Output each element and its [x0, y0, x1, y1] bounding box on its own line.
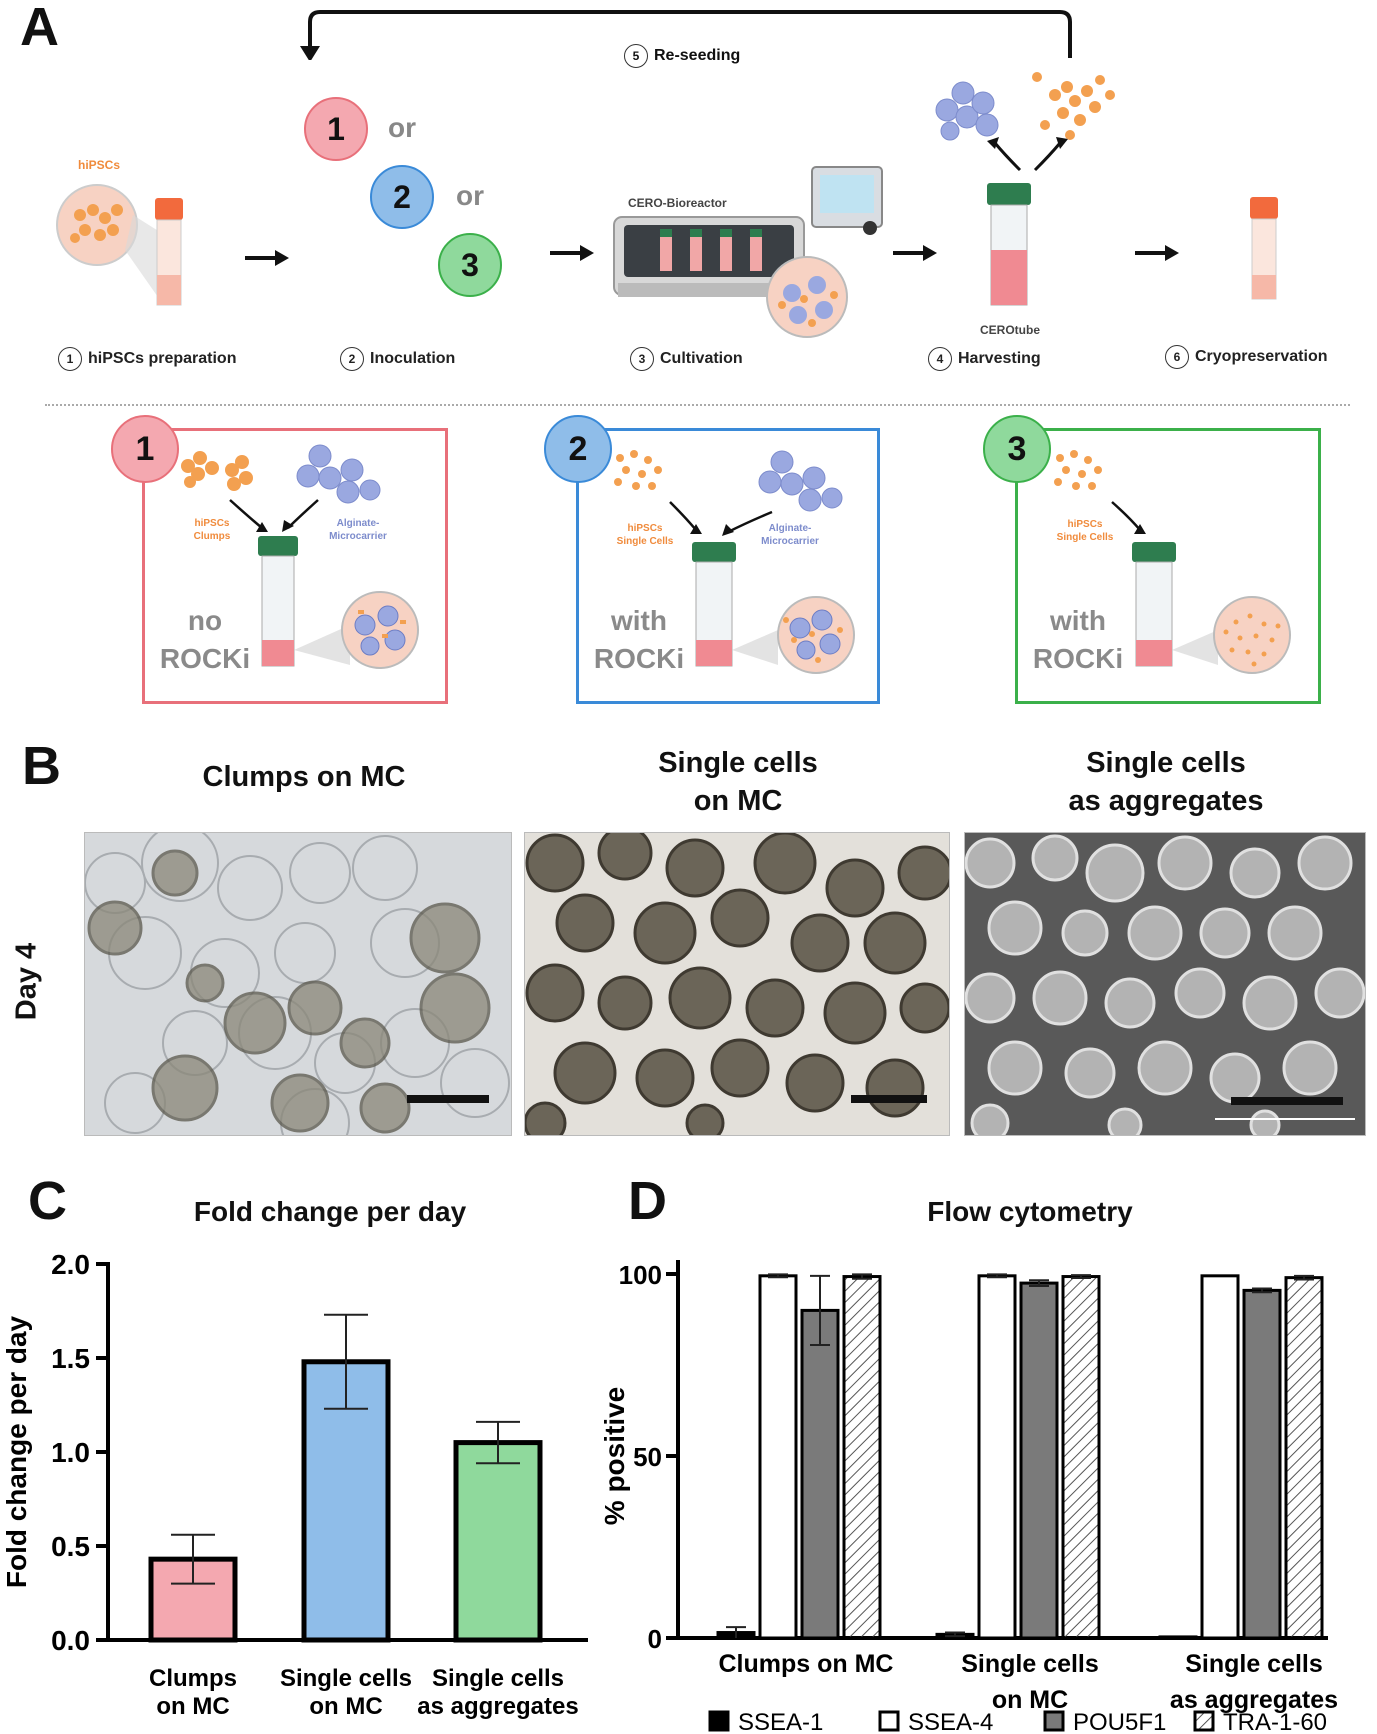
micrograph-single-cells-on-mc: [524, 832, 950, 1136]
arrow-1: [245, 250, 289, 266]
bar: [1200, 1274, 1240, 1640]
hipscs-label: hiPSCs: [78, 158, 121, 172]
x-tick-label: Single cells: [961, 1650, 1099, 1678]
or-text-2: or: [456, 180, 484, 211]
x-tick-label: Single cells: [1185, 1650, 1323, 1678]
reseeding-label: 5 Re-seeding: [624, 44, 740, 68]
condition-3-circle: 3: [983, 415, 1051, 483]
x-tick-label: as aggregates: [417, 1693, 578, 1720]
hipscs-colony-illustration: [56, 184, 183, 306]
reseeding-arrow: [300, 10, 1072, 60]
condition-2-cells-label: hiPSCs Single Cells: [616, 523, 674, 547]
y-tick-label: 1.0: [51, 1437, 90, 1468]
legend-label: TRA-1-60: [1223, 1709, 1327, 1734]
arrow-4: [1135, 245, 1179, 261]
bar: [1019, 1281, 1059, 1640]
y-tick-label: 1.5: [51, 1343, 90, 1374]
legend-label: POU5F1: [1073, 1709, 1166, 1734]
micrograph-title-2: Single cells on MC: [658, 747, 818, 817]
x-tick-label: on MC: [156, 1693, 229, 1720]
micrograph-title-1: Clumps on MC: [202, 761, 406, 793]
day4-row-label: Day 4: [10, 942, 43, 1021]
divider-line: [45, 404, 1350, 406]
condition-1-rocki-label: no ROCKi: [159, 605, 251, 674]
condition-1-illustration: [181, 444, 419, 669]
bar: [1284, 1276, 1324, 1640]
panel-c-label: C: [28, 1171, 67, 1231]
step-label-cryopreservation: 6 Cryopreservation: [1165, 345, 1328, 369]
bar: [1061, 1275, 1101, 1640]
step-label-harvesting: 4 Harvesting: [928, 347, 1041, 371]
y-tick-label: 50: [633, 1442, 662, 1472]
panel-a-label: A: [20, 0, 59, 57]
condition-2-rocki-label: with ROCKi: [593, 605, 685, 674]
bar: [758, 1274, 798, 1640]
condition-3-cells-label: hiPSCs Single Cells: [1056, 519, 1114, 543]
legend-swatch: [878, 1710, 900, 1732]
condition-2-illustration: [614, 450, 855, 674]
condition-1-mc-label: Alginate- Microcarrier: [329, 518, 387, 542]
option-1-circle: 1: [304, 97, 368, 161]
x-tick-label: on MC: [309, 1693, 382, 1720]
micrograph-clumps-on-mc: [84, 832, 512, 1136]
x-tick-label: Clumps: [149, 1665, 237, 1692]
legend-label: SSEA-1: [738, 1709, 823, 1734]
bar: [453, 1440, 543, 1643]
arrow-2: [550, 245, 594, 261]
panel-d-label: D: [628, 1171, 667, 1231]
chart-c-title: Fold change per day: [193, 1196, 467, 1227]
y-tick-label: 0: [648, 1624, 662, 1654]
y-tick-label: 2.0: [51, 1249, 90, 1280]
y-tick-label: 0.5: [51, 1531, 90, 1562]
y-tick-label: 0.0: [51, 1625, 90, 1656]
bar: [148, 1556, 238, 1643]
legend-swatch: [1193, 1710, 1215, 1732]
chart-d-flow-cytometry: 0 50 100 % positive Clumps on MC Single cells…: [600, 1260, 1338, 1734]
x-tick-label: as aggregates: [1170, 1686, 1338, 1714]
panel-b-label: B: [22, 736, 61, 796]
y-axis-label: Fold change per day: [1, 1315, 32, 1588]
y-axis-label: % positive: [600, 1387, 630, 1525]
bar: [1158, 1635, 1198, 1640]
chart-d-title: Flow cytometry: [927, 1196, 1133, 1227]
bar: [977, 1274, 1017, 1640]
x-tick-label: on MC: [992, 1686, 1068, 1714]
legend-swatch: [1043, 1710, 1065, 1732]
micrograph-title-3: Single cells as aggregates: [1068, 747, 1264, 817]
condition-2-circle: 2: [544, 415, 612, 483]
option-2-circle: 2: [370, 165, 434, 229]
condition-3-rocki-label: with ROCKi: [1032, 605, 1124, 674]
x-tick-label: Single cells: [432, 1665, 564, 1692]
step-label-preparation: 1 hiPSCs preparation: [58, 347, 236, 371]
bioreactor-label: CERO-Bioreactor: [628, 196, 727, 210]
harvesting-illustration: [935, 72, 1115, 306]
y-tick-label: 100: [619, 1260, 662, 1290]
condition-1-circle: 1: [111, 415, 179, 483]
step-label-inoculation: 2 Inoculation: [340, 347, 455, 371]
bar: [800, 1308, 840, 1640]
chart-c-fold-change: 0.0 0.5 1.0 1.5 2.0 Fold change per day Clumps…: [1, 1249, 588, 1720]
legend-label: SSEA-4: [908, 1709, 993, 1734]
condition-3-illustration: [1054, 450, 1291, 674]
arrow-3: [893, 245, 937, 261]
condition-1-cells-label: hiPSCs Clumps: [193, 518, 231, 542]
micrograph-single-cells-as-aggregates: [964, 832, 1366, 1136]
step-label-cultivation: 3 Cultivation: [630, 347, 743, 371]
cryo-vial-illustration: [1250, 197, 1278, 300]
bar: [1242, 1288, 1282, 1640]
bar: [842, 1275, 882, 1640]
x-tick-label: Single cells: [280, 1665, 412, 1692]
legend-swatch: [708, 1710, 730, 1732]
condition-2-mc-label: Alginate- Microcarrier: [761, 523, 819, 547]
or-text-1: or: [388, 112, 416, 143]
bioreactor-illustration: [613, 166, 883, 338]
x-tick-label: Clumps on MC: [719, 1650, 894, 1678]
option-3-circle: 3: [438, 233, 502, 297]
cerotube-label: CEROtube: [980, 323, 1040, 337]
